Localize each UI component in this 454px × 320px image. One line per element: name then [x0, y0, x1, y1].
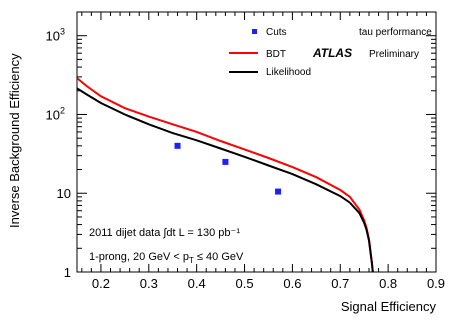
legend-label-bdt: BDT [266, 49, 286, 60]
dataset-annotation: 2011 dijet data ∫dt L = 130 pb⁻¹ [89, 227, 240, 239]
x-tick-label: 0.5 [235, 276, 253, 291]
tau-performance-label: tau performance [359, 27, 432, 38]
x-axis-label: Signal Efficiency [341, 299, 437, 314]
y-tick-label: 103 [46, 27, 65, 44]
y-tick-label: 1 [64, 265, 71, 280]
selection-annotation: 1-prong, 20 GeV < pT ≤ 40 GeV [89, 251, 244, 265]
x-tick-label: 0.2 [92, 276, 110, 291]
preliminary-label: Preliminary [369, 49, 419, 60]
x-tick-labels: 0.2 0.3 0.4 0.5 0.6 0.7 0.8 0.9 [92, 276, 445, 291]
legend-label-likelihood: Likelihood [266, 67, 311, 78]
x-tick-label: 0.8 [379, 276, 397, 291]
legend: Cuts BDT Likelihood [229, 27, 311, 78]
legend-label-cuts: Cuts [266, 27, 287, 38]
x-tick-label: 0.3 [140, 276, 158, 291]
atlas-label: ATLAS [312, 46, 352, 60]
y-tick-labels: 1 10 102 103 [46, 27, 71, 280]
x-tick-label: 0.6 [283, 276, 301, 291]
cuts-point [275, 188, 282, 195]
selection-annotation-sub: T [189, 256, 194, 265]
selection-annotation-main: 1-prong, 20 GeV < p [89, 251, 189, 263]
plot-area [76, 11, 437, 273]
y-tick-label: 102 [46, 105, 65, 122]
series-layer [77, 77, 374, 272]
y-axis-label: Inverse Background Efficiency [7, 53, 22, 228]
cuts-point [222, 158, 229, 165]
x-tick-label: 0.9 [427, 276, 445, 291]
legend-marker-cuts [252, 29, 257, 34]
cuts-point [174, 142, 181, 149]
x-tick-label: 0.4 [188, 276, 206, 291]
y-tick-label: 10 [57, 186, 71, 201]
x-tick-label: 0.7 [331, 276, 349, 291]
likelihood-curve [77, 87, 374, 272]
selection-annotation-rest: ≤ 40 GeV [194, 251, 244, 263]
